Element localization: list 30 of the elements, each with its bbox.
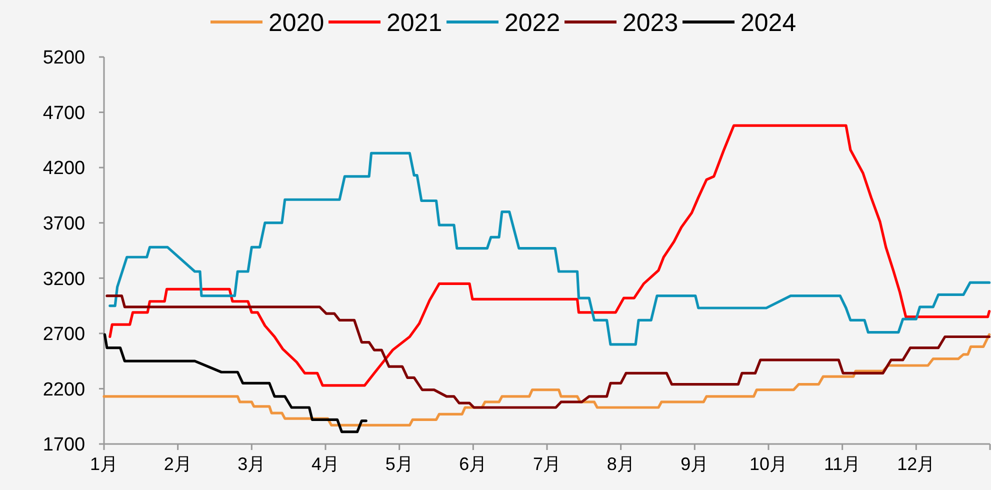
x-tick-label: 4月 — [311, 454, 340, 474]
x-tick-label: 5月 — [385, 454, 414, 474]
line-series — [106, 294, 991, 409]
x-tick-label: 2月 — [164, 454, 192, 474]
x-tick-label: 10月 — [749, 454, 788, 474]
y-tick-label: 4200 — [42, 158, 86, 180]
line-series — [102, 333, 991, 427]
line-series — [108, 152, 991, 346]
y-tick-label: 4700 — [42, 102, 86, 124]
y-tick-label: 2200 — [42, 379, 86, 400]
y-tick-label: 3200 — [42, 268, 86, 290]
legend-label: 2020 — [268, 8, 324, 37]
x-tick-label: 8月 — [606, 454, 635, 474]
x-tick-label: 12月 — [897, 454, 936, 474]
line-series — [108, 124, 991, 387]
legend-label: 2021 — [386, 8, 442, 37]
x-tick-label: 1月 — [90, 454, 118, 474]
y-tick-label: 5200 — [42, 48, 86, 69]
x-tick-label: 11月 — [824, 454, 861, 474]
x-tick-label: 3月 — [238, 454, 266, 474]
y-tick-label: 1700 — [42, 434, 86, 456]
x-tick-label: 7月 — [532, 454, 562, 474]
x-tick-label: 9月 — [680, 454, 709, 474]
legend-label: 2023 — [622, 8, 678, 37]
legend-label: 2022 — [504, 8, 560, 37]
line-series — [103, 333, 368, 434]
y-tick-label: 2700 — [42, 324, 86, 346]
legend-label: 2024 — [740, 8, 796, 37]
x-tick-label: 6月 — [459, 454, 488, 474]
y-tick-label: 3700 — [42, 214, 86, 235]
